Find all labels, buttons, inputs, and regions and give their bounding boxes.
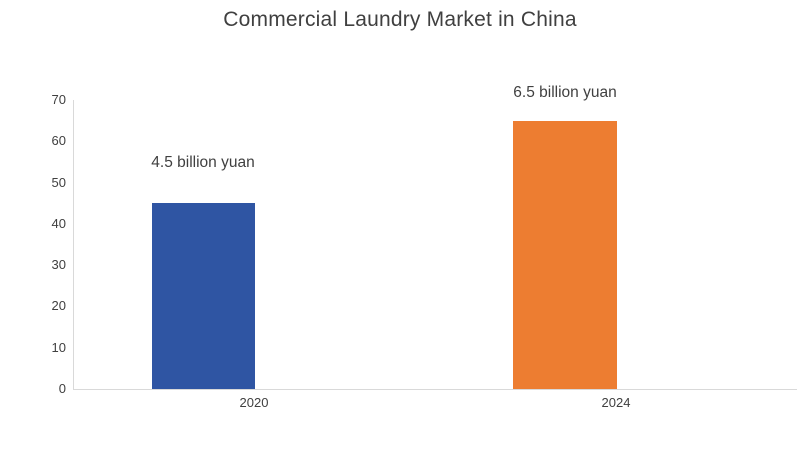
bar-value-label-2024: 6.5 billion yuan [513,83,617,101]
bar-2024[interactable] [513,120,617,389]
y-tick-0: 0 [58,381,66,396]
y-tick-70: 70 [51,92,66,107]
x-axis-label-2020: 2020 [239,395,269,410]
x-axis-line [73,389,797,390]
chart-title: Commercial Laundry Market in China [223,8,577,31]
bar-value-label-2020: 4.5 billion yuan [151,154,255,172]
y-tick-40: 40 [51,215,66,231]
bar-2020[interactable] [152,203,255,389]
y-tick-50: 50 [51,174,66,190]
x-axis-label-2024: 2024 [601,395,631,410]
y-axis-line [73,100,74,389]
y-tick-10: 10 [51,339,66,355]
y-tick-20: 20 [51,298,66,314]
y-tick-60: 60 [51,133,66,149]
y-tick-30: 30 [51,257,66,273]
plot-area: 0 10 20 30 40 50 60 70 4.5 billion yuan 6.5 bil… [52,84,797,410]
